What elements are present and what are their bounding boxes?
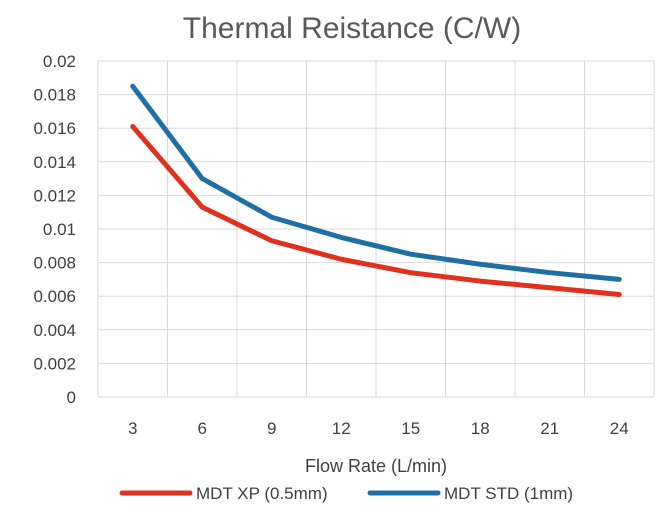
series-lines — [130, 83, 622, 298]
y-tick-label: 0.014 — [33, 153, 76, 172]
y-tick-label: 0.016 — [33, 119, 76, 138]
x-tick-label: 3 — [128, 419, 137, 438]
y-tick-label: 0.002 — [33, 354, 76, 373]
legend: MDT XP (0.5mm) MDT STD (1mm) — [119, 484, 573, 503]
x-tick-label: 18 — [471, 419, 490, 438]
series-line-2 — [130, 83, 622, 282]
legend-label-2: MDT STD (1mm) — [444, 484, 573, 503]
y-axis-ticks: 0 0.002 0.004 0.006 0.008 0.01 0.012 0.014 0.016… — [33, 52, 76, 407]
y-tick-label: 0.01 — [43, 220, 76, 239]
x-tick-label: 24 — [610, 419, 629, 438]
x-tick-label: 15 — [401, 419, 420, 438]
y-tick-label: 0.006 — [33, 287, 76, 306]
x-axis-ticks: 3 6 9 12 15 18 21 24 — [128, 419, 629, 438]
x-axis-label: Flow Rate (L/min) — [305, 456, 447, 476]
y-tick-label: 0.008 — [33, 254, 76, 273]
y-tick-label: 0 — [67, 388, 76, 407]
y-tick-label: 0.02 — [43, 52, 76, 71]
legend-label-1: MDT XP (0.5mm) — [196, 484, 328, 503]
y-tick-label: 0.012 — [33, 186, 76, 205]
grid — [97, 60, 655, 398]
x-tick-label: 6 — [198, 419, 207, 438]
x-tick-label: 12 — [332, 419, 351, 438]
x-tick-label: 9 — [267, 419, 276, 438]
x-tick-label: 21 — [540, 419, 559, 438]
series-line-1 — [130, 124, 622, 298]
y-tick-label: 0.018 — [33, 86, 76, 105]
y-tick-label: 0.004 — [33, 321, 76, 340]
chart-title: Thermal Reistance (C/W) — [183, 12, 521, 45]
